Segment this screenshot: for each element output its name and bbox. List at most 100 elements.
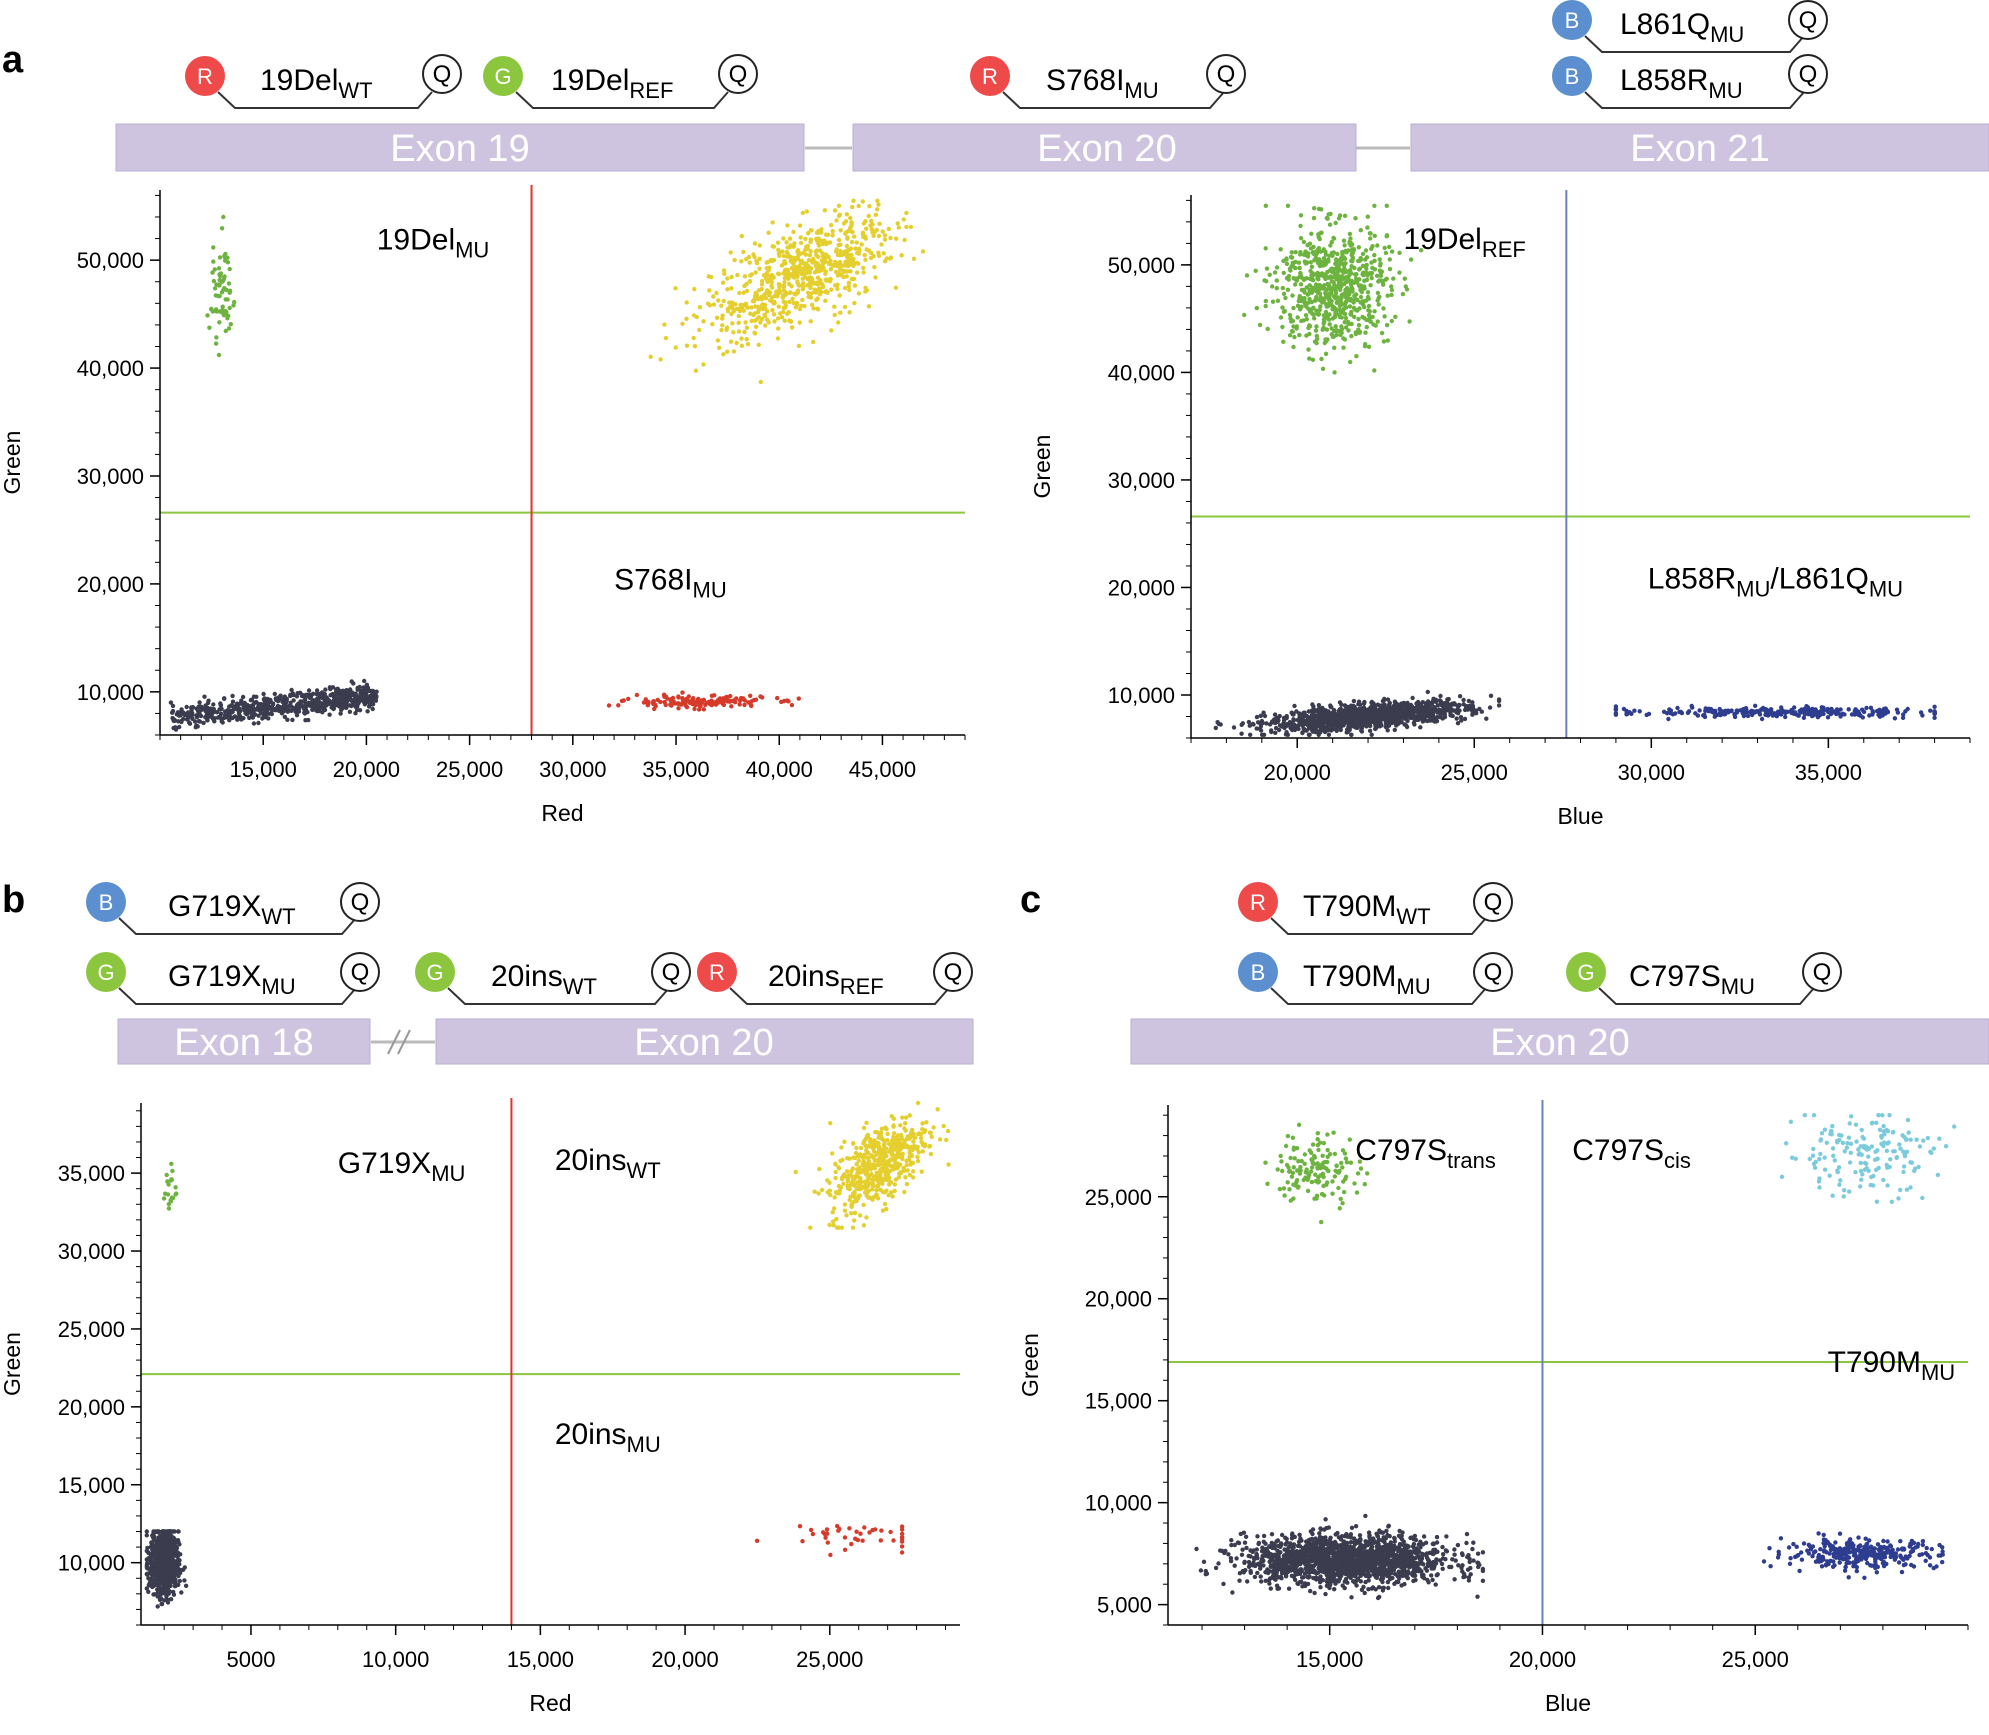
quencher-label: Q	[1484, 889, 1503, 916]
droplet-point	[318, 704, 323, 709]
droplet-point	[1384, 234, 1389, 239]
annotation-main: S768I	[614, 563, 692, 596]
droplet-points	[168, 198, 926, 732]
droplet-point	[1928, 708, 1933, 713]
droplet-point	[352, 700, 357, 705]
droplet-point	[852, 1218, 857, 1223]
droplet-point	[1303, 313, 1309, 318]
droplet-point	[1355, 308, 1360, 313]
droplet-point	[1258, 724, 1264, 729]
droplet-point	[179, 1590, 184, 1595]
reporter-red-badge	[185, 56, 225, 96]
probe-label-sub: MU	[261, 974, 295, 999]
droplet-point	[1362, 719, 1367, 724]
droplet-point	[1292, 703, 1297, 709]
droplet-point	[1280, 305, 1285, 310]
droplet-point	[781, 305, 786, 311]
droplet-point	[1341, 345, 1346, 350]
droplet-point	[347, 709, 353, 714]
droplet-point	[1261, 710, 1266, 715]
quencher-label: Q	[662, 959, 681, 986]
droplet-point	[1348, 717, 1353, 723]
droplet-point	[1369, 275, 1374, 281]
droplet-point	[1322, 712, 1327, 718]
droplet-point	[1321, 321, 1326, 326]
droplet-point	[621, 698, 626, 703]
droplet-point	[1783, 714, 1788, 720]
droplet-point	[1314, 324, 1319, 329]
annotation-sub: MU	[1869, 577, 1903, 602]
droplet-point	[766, 230, 771, 235]
droplet-point	[170, 703, 176, 709]
probe-label-sub: MU	[1396, 974, 1430, 999]
droplet-point	[693, 703, 698, 708]
droplet-point	[355, 687, 360, 692]
droplet-point	[1281, 339, 1286, 344]
droplet-point	[784, 240, 789, 245]
droplet-point	[815, 261, 820, 266]
droplet-point	[364, 697, 369, 702]
droplet-point	[1264, 721, 1269, 726]
droplet-point	[786, 699, 791, 704]
droplet-point	[155, 1529, 160, 1534]
droplet-point	[847, 310, 852, 315]
droplet-point	[1301, 714, 1306, 719]
droplet-point	[261, 713, 266, 718]
quencher-label: Q	[944, 959, 963, 986]
droplet-point	[1275, 298, 1281, 303]
droplet-point	[1768, 707, 1774, 712]
droplet-point	[1318, 249, 1324, 254]
droplet-point	[662, 699, 667, 705]
droplet-point	[220, 304, 225, 309]
droplet-point	[1348, 312, 1354, 317]
droplet-point	[212, 286, 218, 291]
droplet-point	[1387, 244, 1392, 250]
droplet-point	[1446, 704, 1451, 710]
droplet-point	[697, 703, 702, 708]
droplet-point	[1273, 730, 1278, 735]
droplet-point	[314, 691, 319, 697]
droplet-point	[323, 687, 328, 692]
droplet-point	[920, 249, 926, 254]
droplet-point	[838, 249, 843, 254]
droplet-point	[1322, 283, 1327, 288]
droplet-point	[1337, 719, 1342, 724]
droplet-point	[177, 724, 182, 730]
droplet-point	[823, 271, 828, 276]
droplet-point	[683, 703, 688, 708]
droplet-point	[1278, 315, 1284, 320]
droplet-point	[709, 693, 715, 698]
droplet-point	[1458, 715, 1464, 720]
droplet-point	[815, 306, 820, 311]
droplet-point	[294, 713, 300, 718]
droplet-point	[1370, 265, 1375, 271]
probe-20ins-ref: R 20insREF Q	[697, 952, 973, 1005]
droplet-point	[722, 271, 727, 276]
droplet-point	[1372, 203, 1377, 208]
droplet-point	[676, 695, 681, 700]
droplet-point	[908, 224, 914, 230]
droplet-point	[186, 720, 192, 725]
probe-label-sub: REF	[629, 78, 673, 103]
droplet-point	[1419, 248, 1424, 253]
droplet-point	[1484, 716, 1489, 721]
droplet-point	[1334, 728, 1339, 733]
droplet-point	[1267, 722, 1273, 727]
droplet-point	[289, 687, 294, 693]
droplet-point	[1333, 311, 1339, 316]
y-tick-label: 10,000	[1108, 683, 1175, 708]
droplet-point	[720, 323, 725, 328]
droplet-point	[254, 699, 259, 705]
droplet-point	[179, 707, 184, 712]
droplet-point	[903, 1115, 909, 1120]
droplet-point	[795, 248, 801, 253]
droplet-point	[1624, 712, 1629, 717]
droplet-point	[1759, 716, 1765, 722]
x-tick-label: 30,000	[1618, 760, 1685, 785]
droplet-point	[606, 703, 612, 708]
droplet-point	[1253, 268, 1258, 273]
droplet-point	[1377, 257, 1382, 262]
y-tick-label: 20,000	[77, 572, 144, 597]
droplet-point	[863, 219, 868, 224]
droplet-point	[340, 688, 346, 693]
